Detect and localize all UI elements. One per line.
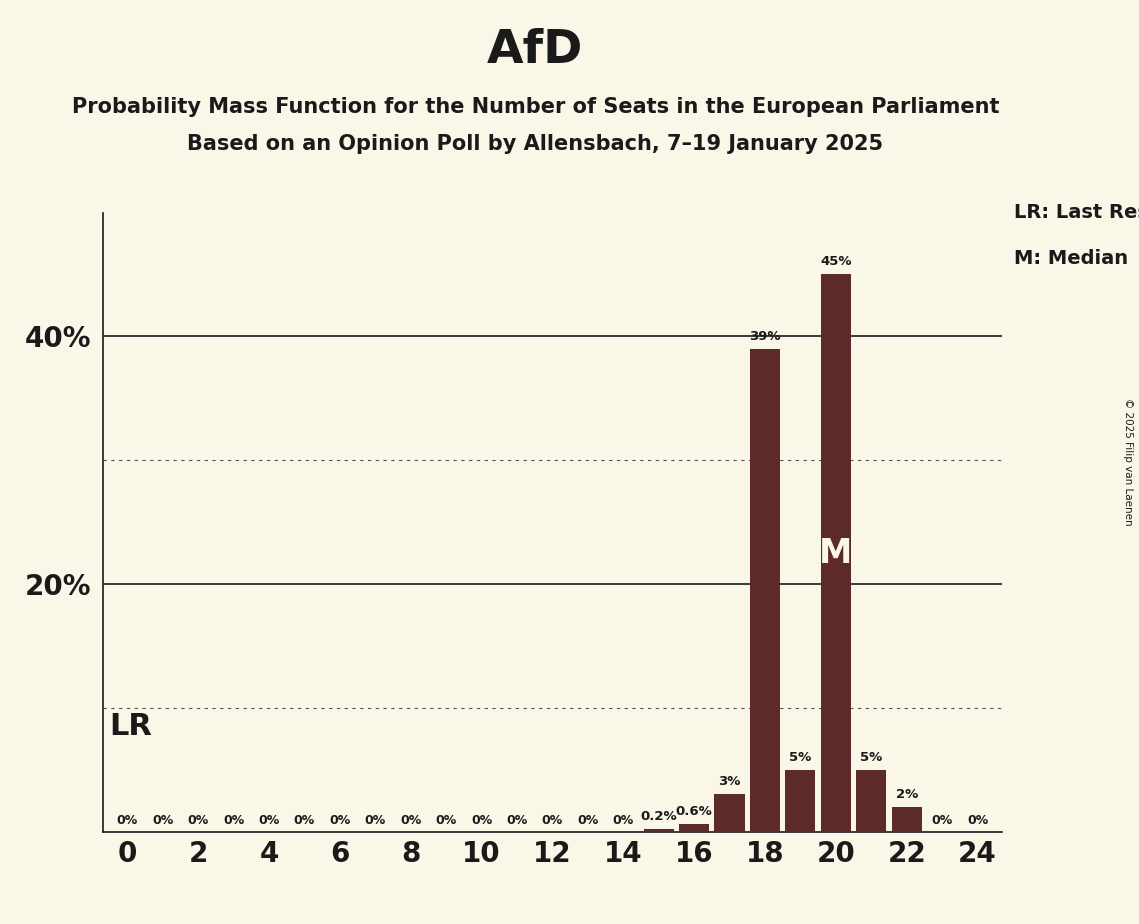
Text: © 2025 Filip van Laenen: © 2025 Filip van Laenen [1123, 398, 1133, 526]
Text: 0%: 0% [188, 814, 208, 827]
Text: 0.2%: 0.2% [640, 810, 677, 823]
Text: Based on an Opinion Poll by Allensbach, 7–19 January 2025: Based on an Opinion Poll by Allensbach, … [187, 134, 884, 154]
Text: 0%: 0% [932, 814, 952, 827]
Text: Probability Mass Function for the Number of Seats in the European Parliament: Probability Mass Function for the Number… [72, 97, 999, 117]
Bar [714, 795, 745, 832]
Text: 0%: 0% [435, 814, 457, 827]
Text: 0%: 0% [153, 814, 173, 827]
Text: 2%: 2% [895, 787, 918, 800]
Text: 0%: 0% [577, 814, 598, 827]
Text: AfD: AfD [487, 28, 583, 73]
Bar [679, 824, 710, 832]
Text: 0.6%: 0.6% [675, 805, 713, 818]
Bar [785, 770, 816, 832]
Text: 0%: 0% [967, 814, 989, 827]
Text: 0%: 0% [507, 814, 527, 827]
Text: LR: Last Result: LR: Last Result [1014, 203, 1139, 223]
Text: 0%: 0% [613, 814, 634, 827]
Text: 0%: 0% [470, 814, 492, 827]
Text: 0%: 0% [259, 814, 280, 827]
Text: 39%: 39% [749, 330, 780, 343]
Text: 0%: 0% [223, 814, 244, 827]
Bar [821, 274, 851, 832]
Text: LR: LR [109, 711, 153, 741]
Text: 0%: 0% [329, 814, 351, 827]
Bar [749, 348, 780, 832]
Text: 0%: 0% [542, 814, 563, 827]
Text: M: Median: M: Median [1014, 249, 1128, 269]
Text: 3%: 3% [719, 775, 740, 788]
Text: 0%: 0% [116, 814, 138, 827]
Text: 45%: 45% [820, 255, 852, 268]
Text: 0%: 0% [294, 814, 316, 827]
Bar [644, 829, 674, 832]
Text: 5%: 5% [789, 750, 811, 763]
Bar [892, 807, 921, 832]
Text: 0%: 0% [364, 814, 386, 827]
Text: 5%: 5% [860, 750, 883, 763]
Text: M: M [819, 537, 852, 569]
Text: 0%: 0% [400, 814, 421, 827]
Bar [857, 770, 886, 832]
